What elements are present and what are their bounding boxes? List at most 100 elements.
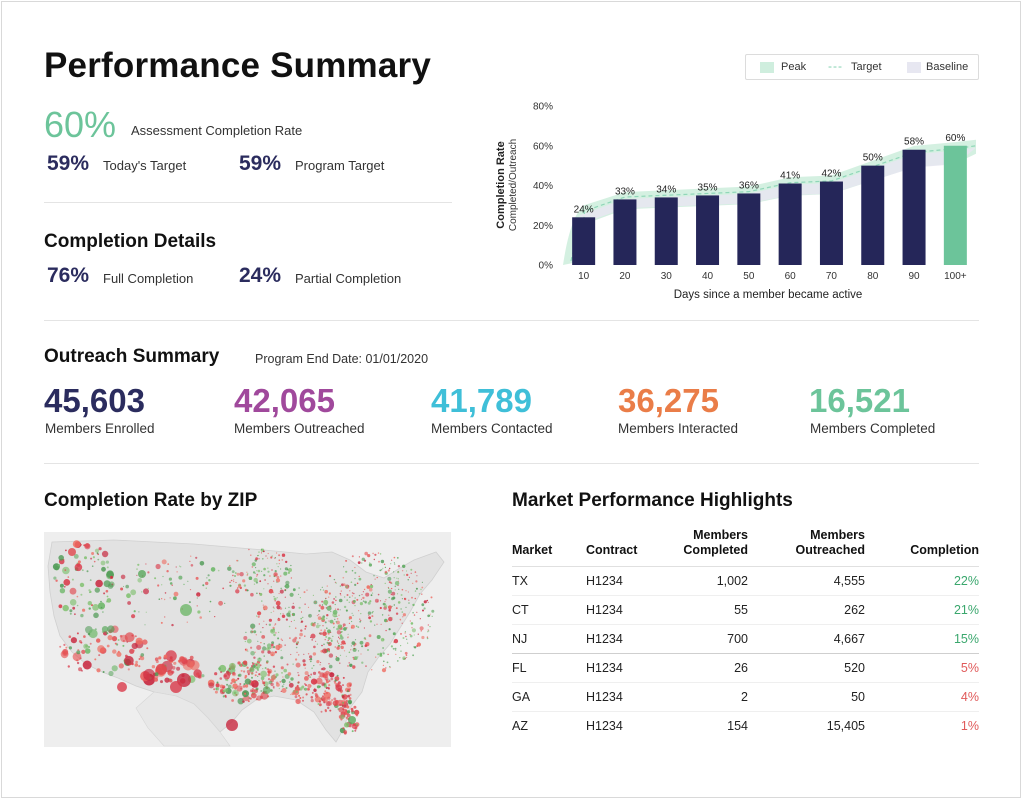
bar-90[interactable] <box>902 149 926 265</box>
zip-dot <box>180 566 182 568</box>
zip-dot <box>127 601 131 605</box>
bar-30[interactable] <box>654 197 678 265</box>
zip-dot <box>336 640 338 642</box>
bar-20[interactable] <box>613 199 637 265</box>
table-row[interactable]: CT H1234 55 262 21% <box>512 595 979 625</box>
zip-completion-map[interactable] <box>44 532 451 747</box>
bar-70[interactable] <box>819 181 843 265</box>
zip-dot <box>325 691 328 695</box>
zip-dot <box>390 563 392 565</box>
col-completion[interactable]: Completion <box>865 528 979 567</box>
zip-dot <box>244 674 248 678</box>
zip-dot <box>412 582 414 584</box>
zip-dot <box>317 703 320 705</box>
zip-dot <box>253 681 256 684</box>
zip-dot <box>308 658 311 661</box>
zip-dot <box>137 578 142 583</box>
zip-cluster <box>348 716 356 724</box>
zip-dot <box>346 690 349 693</box>
zip-dot <box>272 591 274 594</box>
zip-dot <box>354 605 356 607</box>
zip-dot <box>245 631 247 634</box>
col-members-outreached[interactable]: Members Outreached <box>748 528 865 567</box>
zip-dot <box>384 601 386 603</box>
bar-40[interactable] <box>696 195 720 265</box>
bar-50[interactable] <box>737 193 761 265</box>
zip-dot <box>329 619 334 624</box>
table-row[interactable]: GA H1234 2 50 4% <box>512 682 979 712</box>
zip-dot <box>351 709 354 713</box>
zip-dot <box>229 584 232 587</box>
table-row[interactable]: TX H1234 1,002 4,555 22% <box>512 566 979 596</box>
zip-dot <box>279 681 282 683</box>
zip-dot <box>427 624 429 626</box>
zip-dot <box>360 653 362 655</box>
zip-dot <box>143 671 147 675</box>
zip-dot <box>257 611 262 616</box>
zip-dot <box>286 663 289 666</box>
zip-dot <box>277 566 279 568</box>
zip-dot <box>388 616 393 622</box>
zip-dot <box>402 613 406 617</box>
zip-dot <box>231 678 236 683</box>
zip-dot <box>364 551 369 556</box>
zip-dot <box>390 645 393 648</box>
zip-dot <box>397 601 401 604</box>
zip-dot <box>413 634 415 636</box>
bar-100+[interactable] <box>943 145 967 265</box>
zip-dot <box>340 714 345 720</box>
zip-dot <box>334 646 336 648</box>
zip-dot <box>276 563 278 565</box>
zip-dot <box>176 571 178 573</box>
zip-dot <box>229 565 231 567</box>
col-members-completed[interactable]: Members Completed <box>666 528 748 567</box>
zip-dot <box>411 627 413 629</box>
zip-dot <box>187 580 189 582</box>
bar-10[interactable] <box>572 217 596 265</box>
zip-dot <box>357 626 360 629</box>
zip-dot <box>395 607 398 609</box>
zip-dot <box>74 613 76 616</box>
zip-dot <box>269 575 271 577</box>
zip-dot <box>304 676 309 681</box>
zip-dot <box>360 598 363 600</box>
zip-dot <box>343 650 346 652</box>
zip-dot <box>377 593 380 596</box>
legend-target-label: Target <box>851 61 882 73</box>
zip-dot <box>324 638 326 641</box>
zip-dot <box>304 628 307 630</box>
zip-dot <box>267 583 269 585</box>
zip-dot <box>379 553 382 555</box>
zip-dot <box>401 588 404 591</box>
zip-dot <box>310 658 313 661</box>
bar-60[interactable] <box>778 183 802 265</box>
zip-dot <box>382 602 386 606</box>
zip-dot <box>72 540 81 548</box>
col-market[interactable]: Market <box>512 528 586 567</box>
table-row[interactable]: FL H1234 26 520 5% <box>512 653 979 683</box>
zip-dot <box>214 616 216 618</box>
zip-dot <box>374 624 376 626</box>
zip-dot <box>345 716 348 719</box>
col-contract[interactable]: Contract <box>586 528 666 567</box>
zip-dot <box>232 580 235 583</box>
zip-dot <box>411 596 413 599</box>
zip-dot <box>388 581 391 584</box>
zip-dot <box>205 581 209 586</box>
zip-dot <box>404 658 406 660</box>
zip-dot <box>173 596 177 601</box>
zip-dot <box>378 560 380 563</box>
zip-dot <box>393 638 399 644</box>
bar-80[interactable] <box>861 165 885 265</box>
zip-dot <box>276 575 280 579</box>
program-target-value: 59% <box>239 152 282 175</box>
zip-dot <box>222 686 225 689</box>
table-row[interactable]: AZ H1234 154 15,405 1% <box>512 712 979 741</box>
zip-dot <box>281 614 286 618</box>
zip-dot <box>332 635 334 638</box>
table-row[interactable]: NJ H1234 700 4,667 15% <box>512 624 979 654</box>
zip-dot <box>258 680 260 682</box>
zip-dot <box>344 596 346 598</box>
zip-dot <box>137 563 140 566</box>
cell-contract: H1234 <box>586 595 666 625</box>
